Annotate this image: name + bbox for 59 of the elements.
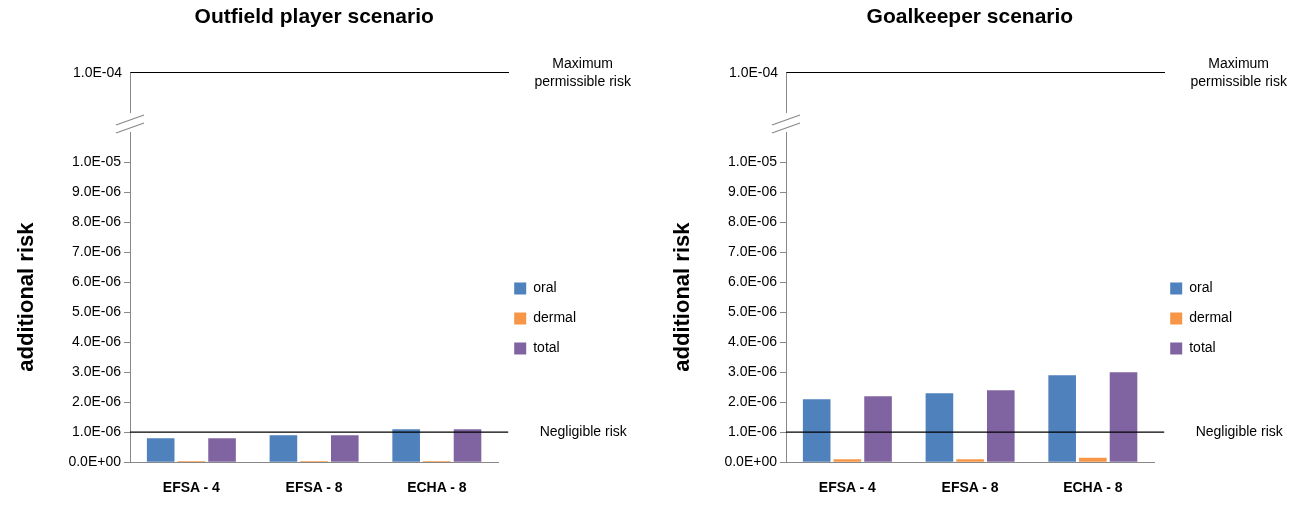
- y-axis-title: additional risk: [669, 221, 695, 372]
- bar: [1048, 375, 1076, 462]
- text: 1.0E-04: [729, 63, 779, 81]
- bar: [956, 459, 984, 462]
- bar: [146, 438, 175, 462]
- x-tick-label: ECHA - 8: [407, 479, 467, 496]
- legend-label: total: [1189, 339, 1216, 356]
- text: Outfield player scenario: [194, 4, 434, 28]
- y-tick-label: 1.0E-05: [727, 152, 778, 169]
- y-tick-label: 1.0E-05: [71, 152, 122, 169]
- text: Maximum permissible risk: [533, 54, 632, 90]
- bar: [269, 435, 298, 462]
- y-tick-label: 0.0E+00: [724, 453, 778, 470]
- bar: [330, 435, 359, 462]
- y-tick-label: 8.0E-06: [727, 212, 778, 229]
- legend-label: dermal: [1189, 309, 1232, 326]
- y-tick-label: 7.0E-06: [71, 242, 122, 259]
- bar: [1109, 372, 1138, 462]
- y-tick-label: 4.0E-06: [71, 332, 122, 349]
- text: Maximum permissible risk: [1189, 54, 1288, 90]
- legend-label: total: [533, 339, 560, 356]
- bar: [392, 429, 420, 462]
- x-tick-label: ECHA - 8: [1063, 479, 1123, 496]
- bar: [802, 399, 831, 462]
- bar: [925, 393, 954, 462]
- x-tick-label: EFSA - 8: [941, 479, 999, 496]
- y-tick-label: 3.0E-06: [727, 363, 778, 379]
- y-tick-label: 2.0E-06: [727, 393, 778, 410]
- bar: [1079, 457, 1107, 462]
- y-tick-label: 4.0E-06: [727, 332, 778, 349]
- y-tick-label: 5.0E-06: [71, 302, 122, 319]
- y-tick-label: 5.0E-06: [727, 302, 778, 319]
- y-tick-label: 0.0E+00: [68, 453, 122, 470]
- y-tick-label: 8.0E-06: [71, 212, 122, 229]
- x-tick-label: EFSA - 4: [818, 479, 877, 496]
- legend-label: oral: [1189, 279, 1213, 296]
- legend-label: oral: [533, 279, 557, 296]
- text: 1.0E-04: [73, 63, 123, 81]
- y-tick-label: 9.0E-06: [71, 182, 122, 199]
- text: Goalkeeper scenario: [866, 4, 1074, 28]
- x-tick-label: EFSA - 8: [285, 479, 343, 496]
- x-tick-label: EFSA - 4: [162, 479, 221, 496]
- y-tick-label: 9.0E-06: [727, 182, 778, 199]
- y-tick-label: 2.0E-06: [71, 393, 122, 410]
- y-axis-title: additional risk: [13, 221, 39, 372]
- legend-label: dermal: [533, 309, 576, 326]
- y-tick-label: 3.0E-06: [71, 363, 122, 379]
- bar: [453, 429, 482, 462]
- y-tick-label: 1.0E-06: [71, 423, 122, 440]
- bar: [833, 459, 862, 462]
- y-tick-label: 1.0E-06: [727, 423, 778, 440]
- y-tick-label: 6.0E-06: [71, 272, 122, 289]
- bar: [864, 396, 892, 462]
- ref-line-label: Negligible risk: [1195, 423, 1284, 440]
- ref-line-label: Negligible risk: [539, 423, 628, 440]
- y-tick-label: 7.0E-06: [727, 242, 778, 259]
- bar: [986, 390, 1015, 462]
- bar: [208, 438, 236, 462]
- y-tick-label: 6.0E-06: [727, 272, 778, 289]
